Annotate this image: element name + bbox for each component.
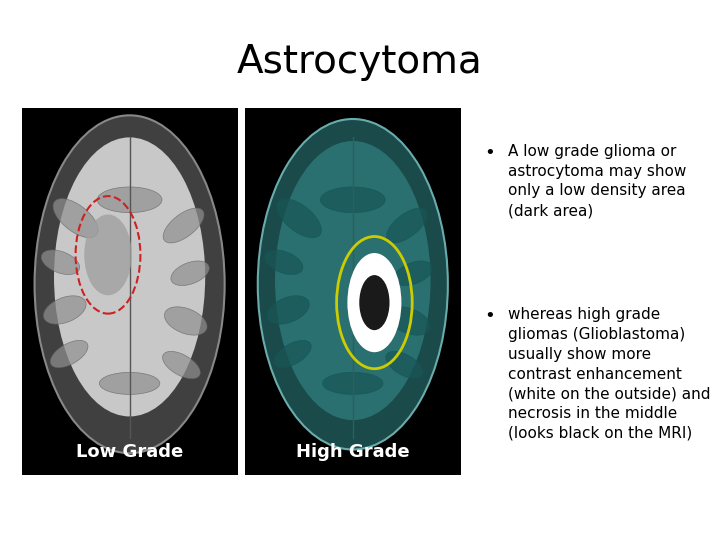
Ellipse shape bbox=[266, 296, 310, 324]
Text: whereas high grade gliomas (Glioblastoma) usually show more contrast enhancement: whereas high grade gliomas (Glioblastoma… bbox=[508, 307, 716, 441]
Ellipse shape bbox=[54, 137, 205, 416]
Ellipse shape bbox=[320, 187, 385, 213]
Text: A low grade glioma or astrocytoma may show only a low density area (dark area): A low grade glioma or astrocytoma may sh… bbox=[508, 144, 687, 218]
Text: •: • bbox=[485, 144, 495, 162]
Ellipse shape bbox=[50, 340, 88, 368]
Ellipse shape bbox=[258, 119, 448, 449]
Ellipse shape bbox=[347, 253, 402, 352]
Ellipse shape bbox=[43, 296, 86, 324]
Ellipse shape bbox=[275, 141, 431, 420]
Ellipse shape bbox=[276, 199, 321, 238]
Text: High Grade: High Grade bbox=[296, 442, 410, 461]
Ellipse shape bbox=[171, 261, 210, 286]
Ellipse shape bbox=[163, 208, 204, 243]
Ellipse shape bbox=[394, 261, 433, 286]
Text: Low Grade: Low Grade bbox=[76, 442, 183, 461]
Ellipse shape bbox=[53, 199, 98, 238]
Ellipse shape bbox=[323, 373, 383, 394]
Ellipse shape bbox=[387, 208, 427, 243]
Ellipse shape bbox=[84, 214, 132, 295]
Ellipse shape bbox=[97, 187, 162, 213]
Ellipse shape bbox=[264, 250, 303, 274]
Ellipse shape bbox=[387, 307, 431, 335]
Ellipse shape bbox=[35, 116, 225, 453]
Ellipse shape bbox=[359, 275, 390, 330]
Ellipse shape bbox=[164, 307, 207, 335]
Text: Astrocytoma: Astrocytoma bbox=[237, 43, 483, 81]
Ellipse shape bbox=[41, 250, 80, 274]
Ellipse shape bbox=[163, 352, 200, 379]
Text: •: • bbox=[485, 307, 495, 325]
Ellipse shape bbox=[99, 373, 160, 394]
Ellipse shape bbox=[386, 352, 423, 379]
Ellipse shape bbox=[274, 340, 311, 368]
